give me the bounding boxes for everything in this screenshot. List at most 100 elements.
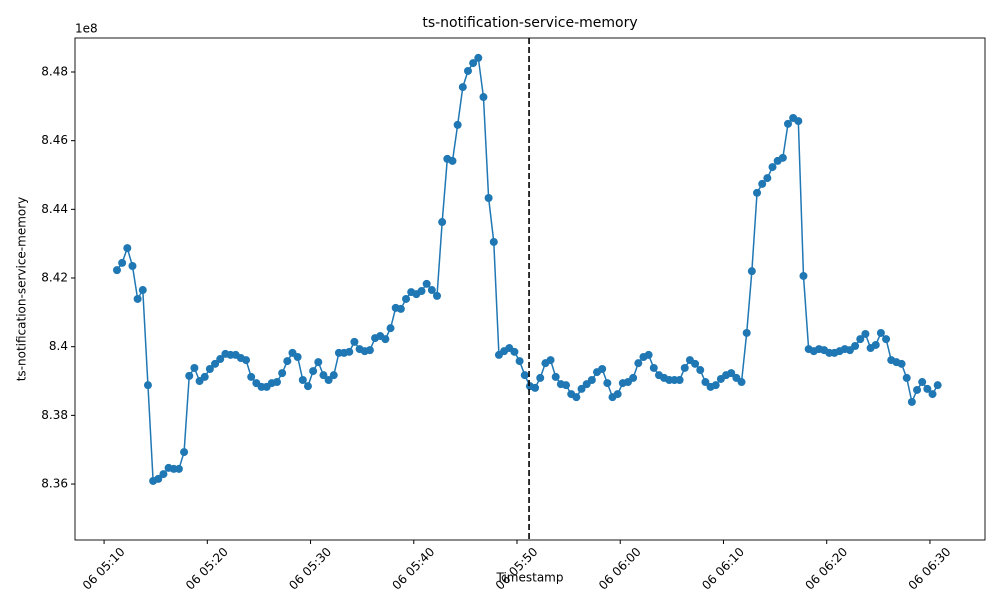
data-point — [484, 194, 493, 203]
data-point — [923, 384, 932, 393]
y-tick-label: 8.36 — [41, 477, 68, 491]
data-point — [216, 355, 225, 364]
data-point — [433, 291, 442, 300]
data-point — [737, 378, 746, 387]
data-point — [128, 261, 137, 270]
data-point — [417, 287, 426, 296]
data-point — [871, 340, 880, 349]
data-point — [727, 369, 736, 378]
y-tick-label: 8.42 — [41, 271, 68, 285]
x-axis-label: Timestamp — [496, 571, 564, 585]
data-point — [902, 373, 911, 382]
data-point — [247, 372, 256, 381]
y-tick-label: 8.48 — [41, 64, 68, 78]
data-point — [381, 335, 390, 344]
y-tick-label: 8.38 — [41, 408, 68, 422]
data-point — [118, 258, 127, 267]
data-point — [123, 244, 132, 253]
x-tick-label: 06 05:40 — [389, 545, 437, 593]
data-point — [897, 359, 906, 368]
data-point — [577, 384, 586, 393]
data-point — [185, 371, 194, 380]
y-tick-label: 8.46 — [41, 133, 68, 147]
x-tick-label: 06 06:30 — [906, 545, 954, 593]
x-tick-label: 06 06:20 — [802, 545, 850, 593]
data-point — [649, 363, 658, 372]
data-point — [546, 356, 555, 365]
x-tick-label: 06 06:10 — [699, 545, 747, 593]
data-point — [933, 381, 942, 390]
data-point — [283, 357, 292, 366]
data-point — [180, 448, 189, 457]
data-point — [856, 335, 865, 344]
data-point — [587, 375, 596, 384]
data-point — [200, 372, 209, 381]
x-tick-label: 06 05:20 — [183, 545, 231, 593]
data-point — [768, 163, 777, 172]
data-point — [329, 371, 338, 380]
series-line — [116, 56, 939, 483]
x-tick-label: 06 06:00 — [596, 545, 644, 593]
data-point — [386, 324, 395, 333]
data-point — [448, 156, 457, 165]
data-point — [794, 117, 803, 126]
data-point — [691, 359, 700, 368]
data-point — [851, 341, 860, 350]
data-point — [303, 382, 312, 391]
data-point — [747, 267, 756, 276]
data-point — [298, 375, 307, 384]
data-point — [536, 373, 545, 382]
data-point — [742, 328, 751, 337]
data-point — [551, 372, 560, 381]
data-point — [799, 271, 808, 280]
data-point — [861, 329, 870, 338]
data-point — [402, 294, 411, 303]
data-point — [143, 381, 152, 390]
data-point — [211, 359, 220, 368]
data-point — [474, 53, 483, 62]
data-point — [675, 375, 684, 384]
data-point — [531, 383, 540, 392]
x-tick-label: 06 05:10 — [80, 545, 128, 593]
data-point — [469, 59, 478, 68]
plot-frame — [74, 37, 986, 541]
data-point — [753, 188, 762, 197]
data-point — [422, 279, 431, 288]
x-tick-label: 06 05:30 — [286, 545, 334, 593]
data-point — [634, 359, 643, 368]
data-point — [778, 153, 787, 162]
data-point — [701, 378, 710, 387]
data-point — [112, 266, 121, 275]
data-point — [174, 464, 183, 473]
y-tick-label: 8.44 — [41, 202, 68, 216]
data-point — [278, 369, 287, 378]
data-point — [138, 286, 147, 295]
data-point — [324, 375, 333, 384]
data-point — [928, 390, 937, 399]
data-point — [882, 335, 891, 344]
data-point — [613, 390, 622, 399]
data-point — [319, 371, 328, 380]
data-point — [427, 286, 436, 295]
data-point — [711, 381, 720, 390]
data-point — [644, 350, 653, 359]
data-point — [629, 373, 638, 382]
data-point — [510, 347, 519, 356]
data-point — [350, 337, 359, 346]
data-point — [458, 83, 467, 92]
data-point — [190, 363, 199, 372]
data-point — [598, 365, 607, 374]
y-offset-label: 1e8 — [75, 22, 98, 36]
y-axis-label: ts-notification-service-memory — [15, 197, 29, 382]
data-point — [154, 474, 163, 483]
data-point — [345, 347, 354, 356]
data-point — [396, 304, 405, 313]
data-point — [603, 379, 612, 388]
chart-title: ts-notification-service-memory — [422, 15, 637, 31]
data-point — [133, 294, 142, 303]
data-point — [438, 218, 447, 227]
data-point — [918, 378, 927, 387]
data-point — [515, 357, 524, 366]
data-point — [572, 393, 581, 402]
